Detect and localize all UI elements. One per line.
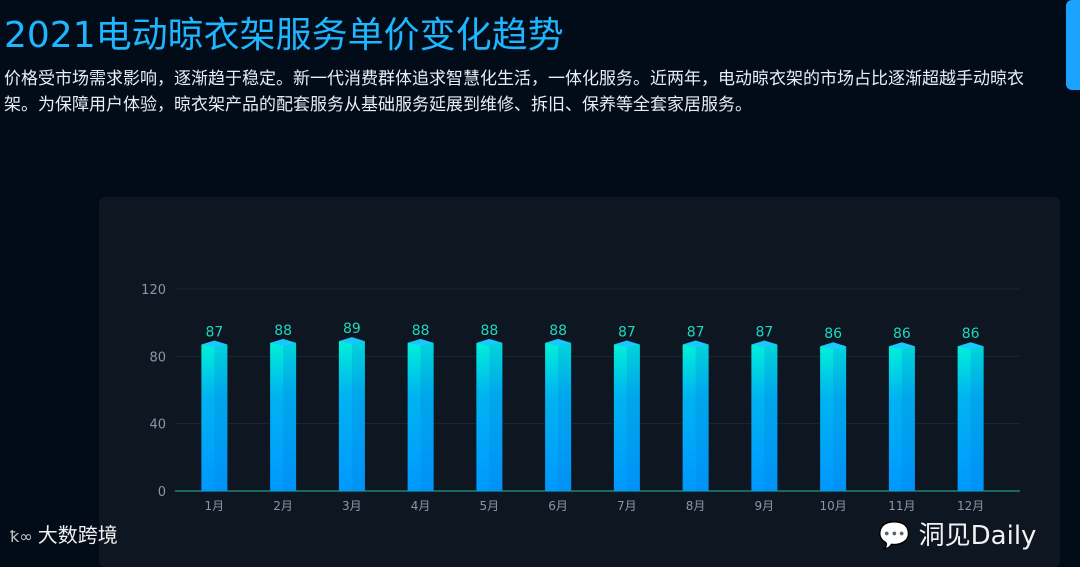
x-tick-label: 8月 xyxy=(686,499,706,513)
side-tab[interactable] xyxy=(1066,0,1080,90)
bar xyxy=(407,342,434,491)
data-label: 88 xyxy=(480,323,498,339)
wechat-icon: 💬 xyxy=(878,521,911,551)
description: 价格受市场需求影响，逐渐趋于稳定。新一代消费群体追求智慧化生活，一体化服务。近两… xyxy=(4,69,1024,115)
x-tick-label: 12月 xyxy=(957,499,984,513)
bar-shade xyxy=(558,342,572,491)
bar-cap xyxy=(751,340,778,348)
x-tick-label: 2月 xyxy=(273,499,293,513)
bar-cap xyxy=(613,340,640,348)
data-label: 87 xyxy=(687,325,705,341)
bar-shade xyxy=(833,346,847,491)
bar-shade xyxy=(970,346,984,491)
data-label: 87 xyxy=(755,325,773,341)
data-label: 88 xyxy=(274,323,292,339)
bar xyxy=(957,346,984,491)
bar-cap xyxy=(888,342,915,350)
bar-shade xyxy=(420,342,434,491)
data-label: 87 xyxy=(205,325,223,341)
data-label: 87 xyxy=(618,325,636,341)
data-label: 89 xyxy=(343,321,361,337)
y-tick-label: 0 xyxy=(158,485,166,500)
bar-shade xyxy=(764,344,778,491)
bar-cap xyxy=(682,340,709,348)
logo-icon: ꝁ∞ xyxy=(10,527,38,546)
bar-shade xyxy=(351,341,365,491)
x-tick-label: 10月 xyxy=(819,499,846,513)
bar-chart: 0 40 80 120 87 1月 88 2月 89 3月 88 4月 88 5月 88 6月 87 7月 87 8月… xyxy=(141,283,1020,513)
bar-cap xyxy=(338,337,365,345)
bar xyxy=(270,342,297,491)
bar xyxy=(888,346,915,491)
x-tick-label: 7月 xyxy=(617,499,637,513)
data-label: 88 xyxy=(549,323,567,339)
bar-shade xyxy=(695,344,709,491)
bar xyxy=(751,344,778,491)
x-tick-label: 4月 xyxy=(411,499,431,513)
watermark-right-text: 洞见Daily xyxy=(918,521,1037,551)
bar-shade xyxy=(283,342,297,491)
watermark-left: ꝁ∞ 大数跨境 xyxy=(10,521,118,551)
data-label: 86 xyxy=(824,326,842,342)
page-title: 2021电动晾衣架服务单价变化趋势 xyxy=(4,15,564,56)
x-tick-label: 6月 xyxy=(548,499,568,513)
bar-cap xyxy=(957,342,984,350)
bar xyxy=(613,344,640,491)
bar-cap xyxy=(820,342,847,350)
bar-shade xyxy=(489,342,503,491)
bar xyxy=(682,344,709,491)
x-tick-label: 11月 xyxy=(888,499,915,513)
bar xyxy=(338,341,365,491)
x-tick-label: 3月 xyxy=(342,499,362,513)
y-tick-label: 120 xyxy=(141,283,166,298)
bar-cap xyxy=(407,338,434,346)
data-label: 88 xyxy=(412,323,430,339)
data-label: 86 xyxy=(893,326,911,342)
bar xyxy=(476,342,503,491)
bar-cap xyxy=(201,340,228,348)
y-tick-label: 40 xyxy=(149,418,166,433)
x-tick-label: 9月 xyxy=(755,499,775,513)
data-label: 86 xyxy=(962,326,980,342)
y-tick-label: 80 xyxy=(149,350,166,365)
bar-cap xyxy=(270,338,297,346)
watermark-left-text: 大数跨境 xyxy=(37,523,118,547)
bar xyxy=(201,344,228,491)
bar-shade xyxy=(214,344,228,491)
bar xyxy=(820,346,847,491)
bar-shade xyxy=(901,346,915,491)
watermark-right: 💬 洞见Daily xyxy=(878,520,1036,552)
x-tick-label: 1月 xyxy=(205,499,225,513)
x-tick-label: 5月 xyxy=(480,499,500,513)
bar xyxy=(545,342,572,491)
bar-shade xyxy=(626,344,640,491)
bar-cap xyxy=(476,338,503,346)
bar-cap xyxy=(545,338,572,346)
